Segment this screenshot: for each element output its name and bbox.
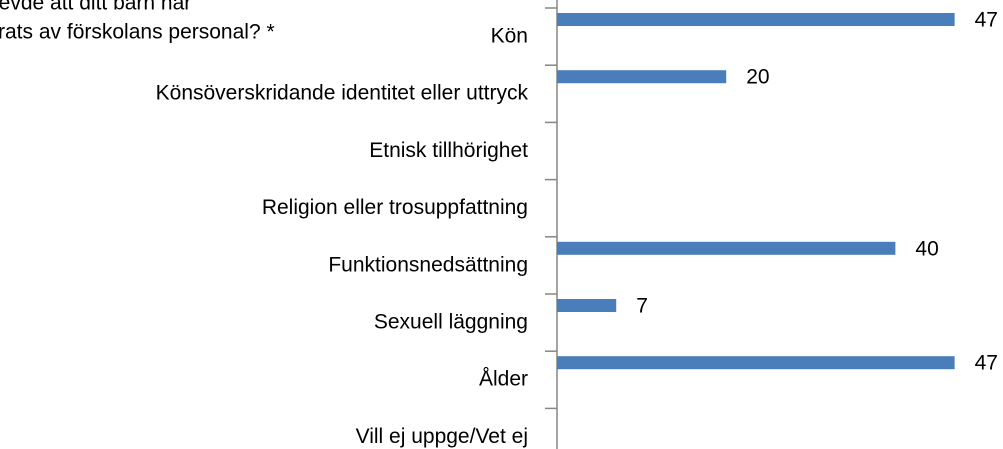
y-tick-label: Sexuell läggning bbox=[374, 311, 528, 334]
data-label: 20 bbox=[746, 66, 769, 89]
chart-title: rats av förskolans personal? * bbox=[0, 21, 275, 44]
bar bbox=[557, 241, 896, 255]
bar bbox=[557, 356, 955, 370]
y-tick-label: Könsöverskridande identitet eller uttryc… bbox=[156, 82, 529, 105]
bar bbox=[557, 13, 955, 26]
data-label: 47 bbox=[975, 9, 998, 32]
y-tick-label: Religion eller trosuppfattning bbox=[262, 196, 528, 219]
bar bbox=[557, 70, 727, 84]
y-tick-label: Kön bbox=[491, 25, 528, 48]
y-tick-label: Ålder bbox=[479, 368, 528, 391]
data-label: 47 bbox=[975, 352, 998, 375]
bar bbox=[557, 299, 617, 312]
data-label: 7 bbox=[636, 295, 648, 318]
chart-title: levde att ditt barn har bbox=[0, 0, 191, 15]
y-tick-label: Etnisk tillhörighet bbox=[369, 139, 528, 162]
y-tick-label: Vill ej uppge/Vet ej bbox=[356, 425, 528, 448]
data-label: 40 bbox=[915, 237, 938, 260]
y-tick-label: Funktionsnedsättning bbox=[328, 253, 528, 276]
